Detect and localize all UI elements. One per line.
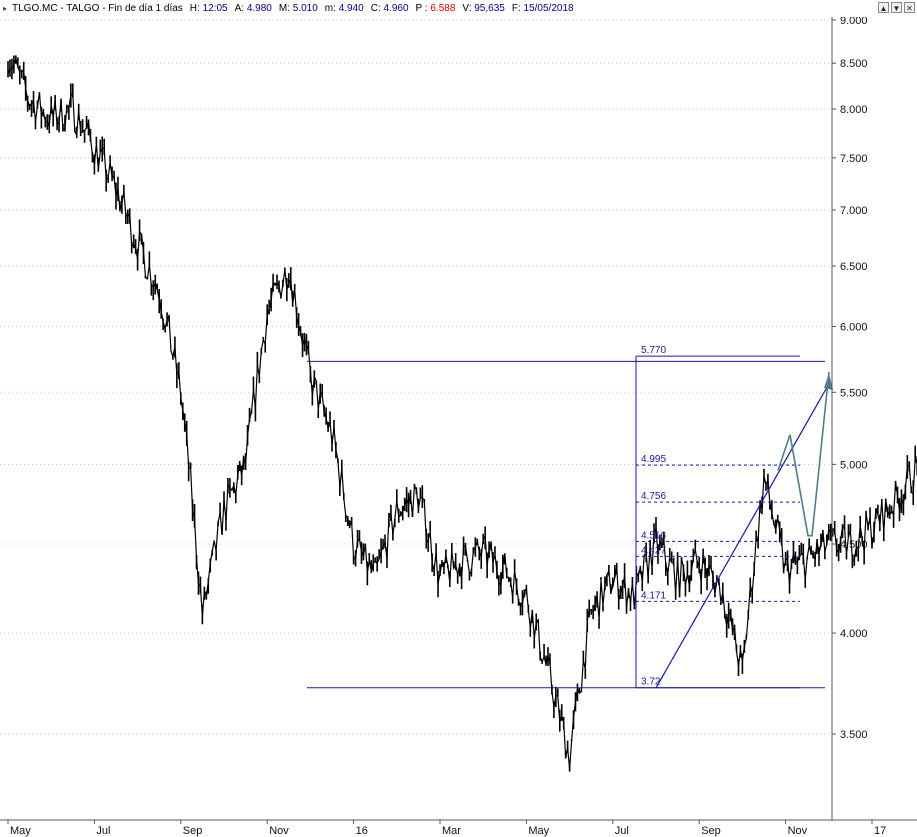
y-axis-ticks: 3.500 4.000 4.500 5.000 5.500 6.000 6.500 7.000… — [832, 15, 868, 741]
quote-field-value: 4.940 — [338, 3, 364, 14]
y-tick-label: 7.500 — [840, 153, 868, 165]
quote-field-value: 5.010 — [292, 3, 318, 14]
y-tick-label: 4.000 — [840, 628, 868, 640]
scroll-up-button[interactable]: ▲ — [878, 2, 889, 13]
fib-level-label: 4.756 — [641, 491, 666, 502]
scroll-down-button[interactable]: ▼ — [891, 2, 902, 13]
quote-field-label: C: — [370, 3, 384, 14]
x-tick-label: 16 — [356, 825, 368, 837]
x-tick-label: May — [528, 825, 549, 837]
fib-level-label: 4.995 — [641, 454, 666, 465]
y-tick-label: 6.000 — [840, 322, 868, 334]
quote-fields: H: 12:05 A: 4.980 M: 5.010 m: 4.940 C: 4.960… — [190, 3, 581, 14]
x-tick-label: Jul — [96, 825, 110, 837]
window-buttons: ▲ ▼ ✕ — [878, 2, 915, 13]
projection-path — [777, 371, 833, 537]
price-series — [7, 55, 917, 772]
y-tick-label: 6.500 — [840, 261, 868, 273]
y-tick-label: 5.000 — [840, 459, 868, 471]
chart-grid — [0, 19, 832, 735]
quote-field-value: 15/05/2018 — [523, 3, 574, 14]
x-axis-ticks: MayJulSepNov16MarMayJulSepNov17MarMayJul… — [7, 820, 886, 837]
quote-field-label: m: — [324, 3, 339, 14]
x-tick-label: Sep — [183, 825, 203, 837]
quote-field-label: F: — [511, 3, 524, 14]
fib-level-label: 4.516 — [641, 530, 666, 541]
quote-field-value: 12:05 — [202, 3, 228, 14]
x-tick-label: 17 — [874, 825, 886, 837]
y-tick-label: 5.500 — [840, 387, 868, 399]
x-tick-label: Jul — [615, 825, 629, 837]
y-tick-label: 4.500 — [840, 539, 868, 551]
fibonacci-retracement: 5.770 4.995 4.756 4.516 4.427 4.171 3.72 — [307, 345, 829, 689]
y-tick-label: 7.000 — [840, 205, 868, 217]
y-tick-label: 8.000 — [840, 104, 868, 116]
fib-level-label: 5.770 — [641, 345, 666, 356]
quote-field-label: M: — [278, 3, 293, 14]
chart-symbol: TLGO.MC - TALGO - Fin de día 1 días — [12, 3, 183, 14]
x-tick-label: Nov — [269, 825, 289, 837]
fib-level-label: 3.72 — [641, 677, 661, 688]
quote-field-label: V: — [462, 3, 475, 14]
y-tick-label: 3.500 — [840, 729, 868, 741]
projection-arrow-icon — [824, 373, 833, 390]
quote-field-value: 4.960 — [383, 3, 409, 14]
y-tick-label: 9.000 — [840, 15, 868, 27]
trend-line — [655, 385, 829, 689]
quote-field-label: A: — [234, 3, 247, 14]
x-tick-label: Nov — [788, 825, 808, 837]
fib-level-label: 4.171 — [641, 590, 666, 601]
quote-field-value: 6.588 — [430, 3, 456, 14]
x-tick-label: Sep — [701, 825, 721, 837]
x-tick-label: Mar — [442, 825, 461, 837]
quote-field-label: H: — [189, 3, 203, 14]
quote-field-value: 4.980 — [246, 3, 272, 14]
quote-field-value: 95,635 — [474, 3, 505, 14]
close-button[interactable]: ✕ — [904, 2, 915, 13]
chart-header: ▸ TLGO.MC - TALGO - Fin de día 1 días H: 1… — [0, 0, 917, 17]
quote-field-label: P : — [415, 3, 431, 14]
x-tick-label: May — [10, 825, 31, 837]
collapse-arrow-icon[interactable]: ▸ — [2, 4, 7, 13]
fib-level-label: 4.427 — [641, 545, 666, 556]
price-line — [7, 56, 917, 770]
y-tick-label: 8.500 — [840, 58, 868, 70]
projection-line — [777, 371, 830, 537]
